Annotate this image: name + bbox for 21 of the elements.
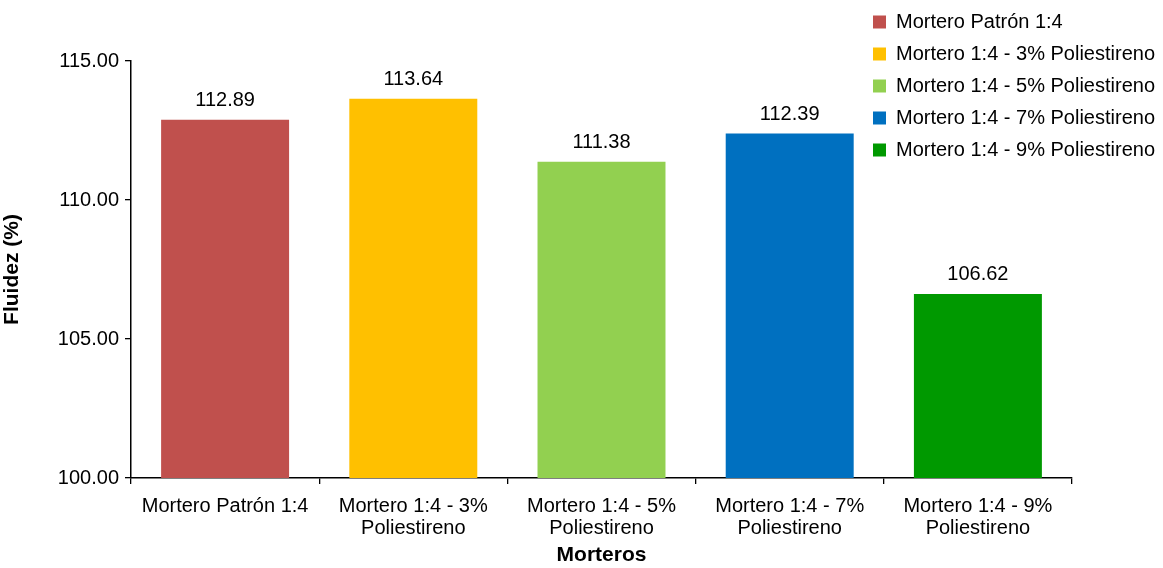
y-axis-title: Fluidez (%)	[0, 214, 23, 325]
data-label: 112.39	[759, 102, 820, 125]
data-label: 111.38	[572, 130, 631, 153]
x-axis-title: Morteros	[556, 542, 647, 566]
y-tick-label: 115.00	[59, 48, 119, 71]
legend-label: Mortero Patrón 1:4	[896, 9, 1063, 32]
legend-label: Mortero 1:4 - 7% Poliestireno	[896, 105, 1156, 128]
legend-label: Mortero 1:4 - 9% Poliestireno	[896, 137, 1156, 160]
y-tick-label: 110.00	[59, 187, 119, 210]
legend-label: Mortero 1:4 - 3% Poliestireno	[896, 41, 1156, 64]
y-tick-label: 105.00	[57, 326, 119, 349]
x-tick-label: Mortero 1:4 - 9% Poliestireno	[903, 493, 1053, 538]
x-tick-label: Mortero 1:4 - 7% Poliestireno	[715, 493, 865, 538]
y-tick-label: 100.00	[57, 465, 119, 488]
x-tick-label: Mortero Patrón 1:4	[141, 493, 309, 516]
data-label: 106.62	[947, 262, 1009, 285]
legend-label: Mortero 1:4 - 5% Poliestireno	[896, 73, 1156, 96]
x-tick-label: Mortero 1:4 - 3% Poliestireno	[338, 493, 488, 538]
data-label: 112.89	[195, 88, 255, 111]
data-label: 113.64	[383, 67, 444, 90]
x-tick-label: Mortero 1:4 - 5% Poliestireno	[527, 493, 677, 538]
